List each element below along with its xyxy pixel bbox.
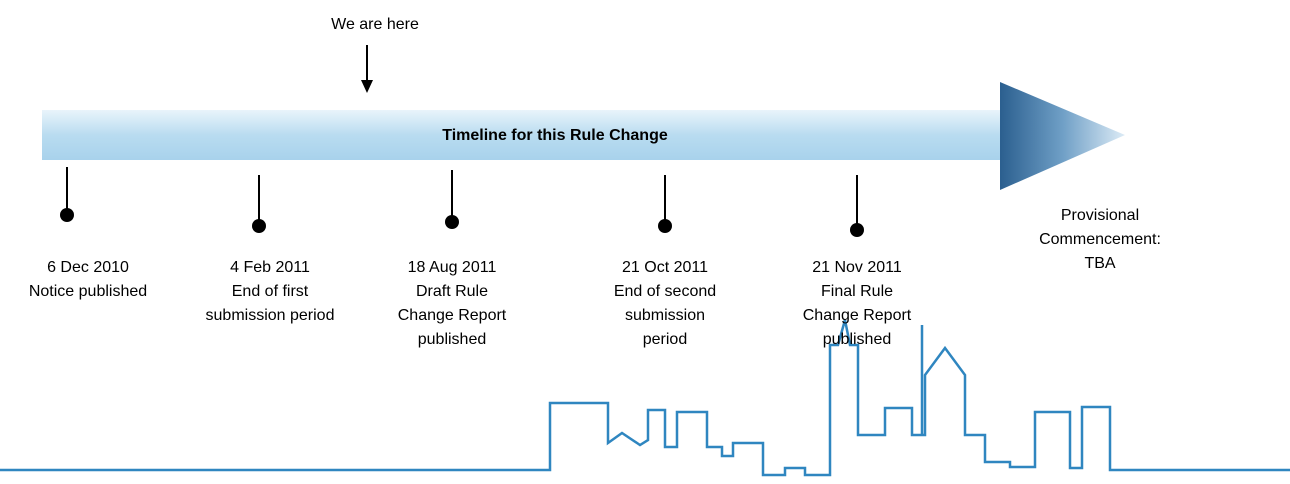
milestone-text: End of first	[232, 283, 309, 300]
milestone-text: 21 Nov 2011	[812, 259, 902, 276]
milestone-text: 6 Dec 2010	[47, 259, 129, 276]
milestone-dot	[850, 223, 864, 237]
milestone-text: period	[643, 331, 687, 348]
milestone-dot	[658, 219, 672, 233]
milestone-dot	[445, 215, 459, 229]
milestones: 6 Dec 2010 Notice published 4 Feb 2011 End …	[29, 167, 1161, 348]
milestone-text: Final Rule	[821, 283, 893, 300]
arrow-head	[1000, 82, 1125, 190]
milestone-text: 4 Feb 2011	[230, 259, 310, 276]
end-text: Provisional	[1061, 207, 1139, 224]
marker-label: We are here	[331, 16, 419, 33]
milestone-text: 18 Aug 2011	[408, 259, 497, 276]
milestone-text: 21 Oct 2011	[622, 259, 708, 276]
timeline-title: Timeline for this Rule Change	[442, 127, 668, 144]
milestone-text: published	[418, 331, 487, 348]
timeline-diagram: Timeline for this Rule Change We are her…	[0, 0, 1290, 484]
milestone-dot	[60, 208, 74, 222]
end-text: Commencement:	[1039, 231, 1161, 248]
milestone-text: Change Report	[398, 307, 507, 324]
milestone-text: submission period	[206, 307, 335, 324]
marker-arrowhead	[361, 80, 373, 93]
milestone-text: Notice published	[29, 283, 147, 300]
milestone-text: End of second	[614, 283, 716, 300]
milestone-dot	[252, 219, 266, 233]
milestone-text: Draft Rule	[416, 283, 488, 300]
milestone-text: Change Report	[803, 307, 912, 324]
milestone-text: submission	[625, 307, 705, 324]
end-text: TBA	[1084, 255, 1115, 272]
milestone-text: published	[823, 331, 892, 348]
